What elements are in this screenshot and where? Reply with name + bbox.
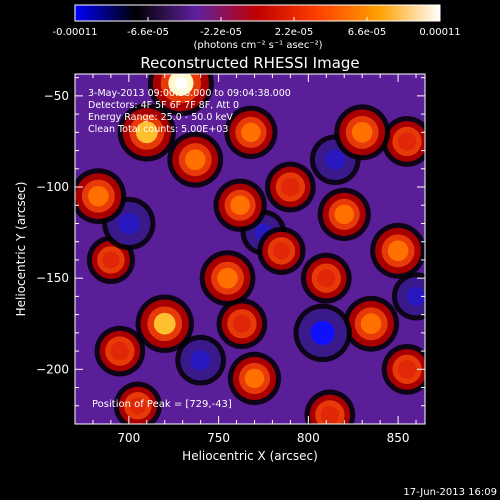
- x-tick-label: 850: [387, 431, 410, 445]
- colorbar: [74, 4, 441, 22]
- emission-source: [257, 226, 306, 275]
- time-range-label: 3-May-2013 09:00:38.000 to 09:04:38.000: [88, 88, 291, 99]
- emission-source: [343, 295, 400, 352]
- emission-source: [370, 222, 425, 279]
- chart-title: Reconstructed RHESSI Image: [140, 54, 359, 72]
- emission-source: [213, 178, 267, 232]
- colorbar-tick-label: 0.00011: [419, 27, 460, 38]
- colorbar-ticks: -0.00011 -6.6e-05 -2.2e-05 2.2e-05 6.6e-05 0.…: [53, 17, 461, 38]
- emission-source: [147, 74, 214, 117]
- colorbar-tick-label: 2.2e-05: [275, 27, 313, 38]
- clean-label: Clean Total counts: 5.00E+03: [88, 124, 228, 135]
- y-tick-label: −150: [36, 271, 69, 285]
- energy-range-label: Energy Range: 25.0 - 50.0 keV: [88, 112, 233, 123]
- emission-source: [75, 168, 127, 225]
- negative-residual: [391, 272, 425, 321]
- emission-source: [381, 343, 425, 395]
- emission-source: [304, 389, 356, 424]
- y-axis: −50 −100 −150 −200: [36, 77, 425, 407]
- timestamp: 17-Jun-2013 16:09: [403, 487, 497, 498]
- emission-source: [381, 116, 425, 167]
- colorbar-tick-label: -6.6e-05: [127, 27, 169, 38]
- negative-residual: [175, 334, 227, 386]
- colorbar-tick-label: -0.00011: [53, 27, 98, 38]
- emission-source: [317, 187, 371, 242]
- emission-source: [167, 131, 224, 188]
- y-axis-label: Heliocentric Y (arcsec): [14, 182, 28, 317]
- x-axis-label: Heliocentric X (arcsec): [182, 449, 318, 463]
- x-tick-label: 700: [117, 431, 140, 445]
- plot-frame: [74, 73, 426, 425]
- colorbar-units: (photons cm⁻² s⁻¹ asec⁻²): [193, 40, 322, 51]
- emission-source: [224, 105, 278, 159]
- emission-source: [94, 325, 146, 377]
- y-tick-label: −200: [36, 362, 69, 376]
- emission-source: [300, 252, 352, 304]
- colorbar-tick-label: -2.2e-05: [200, 27, 242, 38]
- x-tick-label: 800: [297, 431, 320, 445]
- emission-source: [199, 250, 256, 307]
- emission-source: [113, 381, 162, 424]
- emission-source: [334, 104, 391, 161]
- heatmap-image: [75, 74, 425, 424]
- image-annotations: 3-May-2013 09:00:38.000 to 09:04:38.000 …: [88, 88, 291, 410]
- emission-source: [265, 161, 316, 213]
- emission-source: [135, 294, 194, 353]
- colorbar-tick-label: 6.6e-05: [348, 27, 386, 38]
- emission-source: [216, 298, 268, 350]
- y-tick-label: −50: [44, 89, 69, 103]
- x-tick-label: 750: [207, 431, 230, 445]
- negative-residual: [293, 303, 352, 363]
- emission-source: [227, 351, 282, 406]
- x-axis: 700 750 800 850: [92, 74, 417, 445]
- emission-source: [117, 103, 176, 162]
- peak-position-label: Position of Peak = [729,-43]: [92, 399, 232, 410]
- y-tick-label: −100: [36, 180, 69, 194]
- detectors-label: Detectors: 4F 5F 6F 7F 8F, Att 0: [88, 100, 239, 111]
